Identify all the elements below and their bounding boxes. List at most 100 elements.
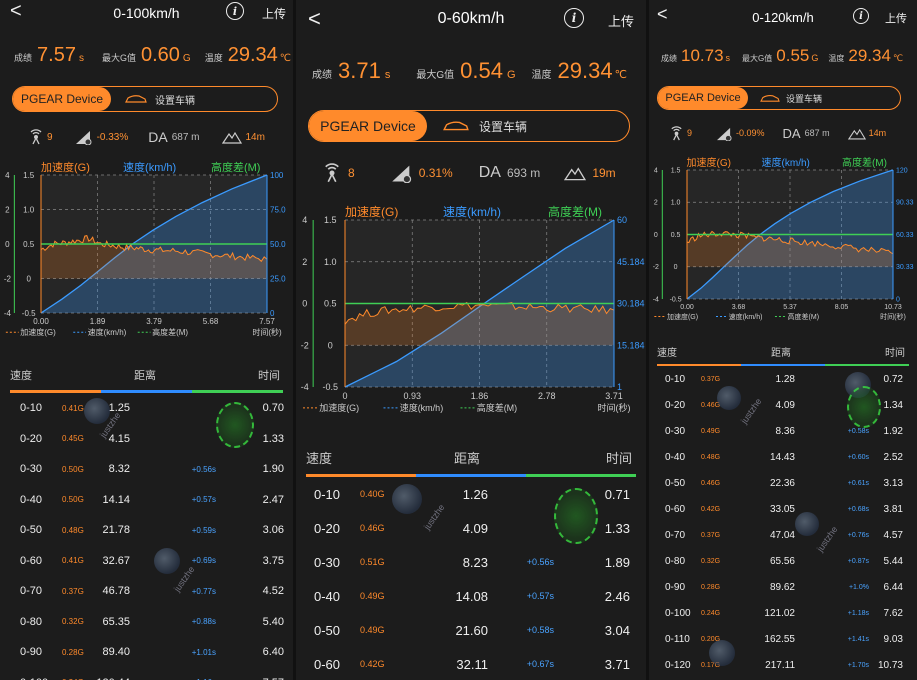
table-row: 0-40 0.49G 14.08 +0.57s 2.46 (296, 579, 646, 613)
x-axis-label: 时间(秒) (598, 402, 631, 413)
acceleration-chart: 加速度(G) 速度(km/h) 高度差(M) 4 2 0 -2 -4 1.5 1.0 0.5 0 -0.… (296, 194, 646, 426)
tick-accel: 1.5 (23, 171, 35, 180)
distance-value: 32.67 (102, 554, 130, 567)
tick-height: 0 (5, 240, 10, 249)
g-value: 0.48G (701, 453, 721, 461)
speed-area (345, 220, 614, 387)
speed-range: 0-50 (665, 477, 686, 489)
upload-button[interactable]: 上传 (262, 7, 287, 21)
header-time: 时间 (885, 347, 905, 359)
satellite-icon (325, 163, 339, 183)
speed-range: 0-70 (20, 585, 43, 598)
tick-time: 3.71 (605, 391, 623, 401)
g-value: 0.24G (701, 609, 721, 617)
temp-value: 29.34 (557, 58, 613, 83)
table-header: 速度 距离 时间 (0, 360, 293, 390)
tick-height: -2 (4, 274, 12, 283)
table-row: 0-90 0.28G 89.62 +1.0% 6.44 (649, 574, 917, 600)
table-row: 0-30 0.49G 8.36 +0.58s 1.92 (649, 418, 917, 444)
tick-height: 0 (302, 299, 307, 309)
back-icon[interactable]: < (10, 0, 22, 22)
time-value: 1.92 (883, 425, 903, 437)
table-row: 0-70 0.37G 47.04 +0.76s 4.57 (649, 522, 917, 548)
g-value: 0.42G (360, 659, 385, 669)
speed-range: 0-60 (314, 656, 341, 672)
distance-value: 1.28 (775, 373, 795, 385)
back-icon[interactable]: < (657, 4, 668, 24)
panel-0-100: < 0-100km/h i 上传 成绩 7.57 s 最大G值 0.60 G 温… (0, 0, 293, 680)
tick-height: 4 (654, 167, 658, 174)
header-speed: 速度 (306, 450, 333, 466)
legend-height: 高度差(M) (211, 160, 261, 174)
g-value: 0.46G (701, 479, 721, 487)
time-value: 3.71 (604, 656, 630, 672)
mountain-icon (564, 167, 587, 181)
device-tab-pgear[interactable]: PGEAR Device (13, 87, 111, 111)
speed-range: 0-100 (665, 607, 691, 619)
device-tab-vehicle[interactable]: 设置车辆 (760, 92, 822, 105)
mountain-icon (221, 131, 242, 144)
table-row: 0-50 0.46G 22.36 +0.61s 3.13 (649, 470, 917, 496)
car-icon (760, 94, 780, 102)
altitude-value: 14m (868, 128, 887, 138)
legend-bottom-accel: 加速度(G) (20, 327, 56, 337)
mountain-icon (847, 128, 866, 139)
g-value: 0.32G (701, 557, 721, 565)
device-selector[interactable]: PGEAR Device 设置车辆 (657, 86, 901, 110)
device-tab-pgear[interactable]: PGEAR Device (658, 87, 748, 109)
acceleration-chart: 加速度(G) 速度(km/h) 高度差(M) 4 2 0 -2 -4 1.5 1.0 0.5 0 -0.… (649, 150, 917, 330)
temp-label: 温度 (828, 54, 845, 63)
score-value: 7.57 (37, 44, 76, 66)
tick-height: 2 (5, 205, 10, 214)
legend-height: 高度差(M) (548, 204, 602, 219)
upload-button[interactable]: 上传 (608, 14, 635, 29)
table-row: 0-30 0.51G 8.23 +0.56s 1.89 (296, 545, 646, 579)
max-g-unit: G (506, 69, 516, 81)
delta-time: +0.77s (191, 586, 216, 596)
device-tab-vehicle[interactable]: 设置车辆 (125, 92, 195, 107)
info-icon[interactable]: i (853, 8, 869, 24)
table-row: 0-80 0.32G 65.35 +0.88s 5.40 (0, 607, 293, 638)
g-value: 0.46G (360, 523, 385, 533)
g-value: 0.49G (360, 625, 385, 635)
satellite-icon (671, 125, 682, 140)
info-icon[interactable]: i (564, 8, 584, 28)
delta-time: +0.57s (191, 495, 216, 505)
device-selector[interactable]: PGEAR Device 设置车辆 (308, 110, 630, 142)
info-icon[interactable]: i (226, 2, 244, 20)
tick-speed: 120 (896, 167, 908, 174)
g-value: 0.51G (360, 557, 385, 567)
upload-button[interactable]: 上传 (885, 13, 907, 25)
table-row: 0-20 0.46G 4.09 1.33 (296, 511, 646, 545)
speed-range: 0-40 (20, 493, 43, 506)
satellite-count: 8 (348, 166, 355, 180)
delta-time: +0.88s (191, 617, 216, 627)
table-row: 0-40 0.48G 14.43 +0.60s 2.52 (649, 444, 917, 470)
delta-time: +1.41s (847, 635, 869, 643)
max-g-label: 最大G值 (742, 54, 773, 63)
header: < 0-100km/h i 上传 (0, 0, 293, 26)
device-tab-vehicle-label: 设置车辆 (155, 95, 195, 107)
distance-value: 120.44 (96, 677, 130, 680)
device-selector[interactable]: PGEAR Device 设置车辆 (12, 86, 278, 112)
distance-value: 14.08 (455, 588, 488, 604)
watermark-logo (795, 512, 819, 536)
speed-range: 0-120 (665, 659, 691, 671)
stats-bar: 成绩 7.57 s 最大G值 0.60 G 温度 29.34 ℃ (0, 44, 293, 70)
device-tab-vehicle[interactable]: 设置车辆 (443, 118, 527, 135)
g-value: 0.50G (62, 464, 84, 474)
distance-value: 8.32 (108, 463, 130, 476)
tick-time: 0.00 (33, 317, 49, 326)
delta-time: +0.56s (191, 464, 216, 474)
distance-value: 89.62 (769, 581, 795, 593)
time-value: 1.34 (883, 399, 903, 411)
distance-value: 162.55 (764, 633, 795, 645)
header-time: 时间 (258, 370, 280, 382)
tick-height: 2 (654, 200, 658, 207)
device-tab-pgear[interactable]: PGEAR Device (309, 111, 427, 141)
back-icon[interactable]: < (308, 6, 321, 31)
speed-range: 0-80 (665, 555, 686, 567)
legend-bottom-accel: 加速度(G) (667, 312, 698, 321)
table-row: 0-70 0.37G 46.78 +0.77s 4.52 (0, 576, 293, 607)
tick-accel: 0 (328, 340, 333, 350)
